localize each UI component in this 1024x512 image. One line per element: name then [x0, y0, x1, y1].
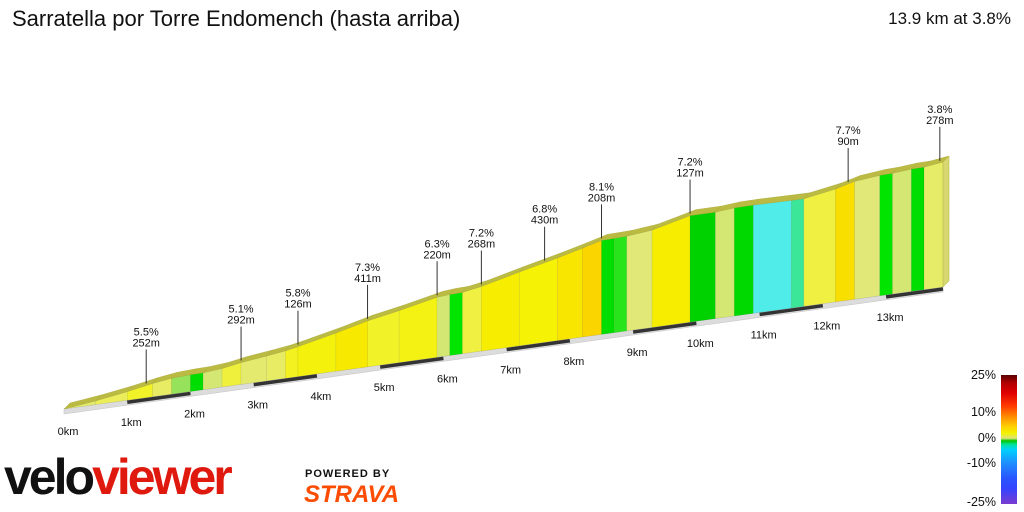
profile-segment: [582, 239, 602, 338]
profile-segment: [911, 166, 925, 292]
profile-segment: [190, 372, 204, 392]
legend-label-minus10: -10%: [966, 456, 996, 470]
profile-segment: [651, 215, 691, 328]
segment-gradient-label: 6.8%: [532, 204, 557, 216]
climb-summary: 13.9 km at 3.8%: [888, 9, 1011, 28]
segment-gradient-label: 8.1%: [589, 181, 614, 193]
distance-tick-label: 4km: [311, 391, 332, 403]
profile-segments-group: [63, 161, 944, 410]
distance-tick-label: 0km: [58, 426, 79, 438]
profile-segment: [626, 229, 653, 332]
gradient-legend-bar: [1001, 375, 1017, 504]
profile-segment: [689, 211, 716, 323]
distance-band: [379, 356, 444, 369]
profile-segment: [790, 198, 805, 309]
distance-tick-label: 6km: [437, 373, 458, 385]
legend-label-max: 25%: [970, 368, 996, 382]
distance-tick-label: 13km: [877, 312, 904, 324]
segment-labels-group: 5.5%252m 5.1%292m 5.8%126m 7.3%411m 6.3%220m…: [132, 104, 954, 384]
page-title: Sarratella por Torre Endomench (hasta ar…: [12, 6, 461, 31]
segment-gradient-label: 5.5%: [134, 327, 159, 339]
distance-tick-label: 3km: [247, 400, 268, 412]
distance-tick-label: 5km: [374, 382, 395, 394]
segment-gradient-label: 5.8%: [285, 288, 310, 300]
profile-segment: [923, 161, 944, 290]
segment-gradient-label: 7.2%: [469, 228, 494, 240]
profile-segment: [285, 346, 299, 379]
segment-gradient-label: 7.7%: [836, 125, 861, 137]
distance-tick-label: 8km: [564, 356, 585, 368]
segment-gradient-label: 7.3%: [355, 262, 380, 274]
profile-segment: [879, 172, 893, 297]
profile-segment: [519, 257, 558, 347]
profile-segment: [613, 235, 628, 333]
segment-length-label: 127m: [676, 168, 704, 180]
strava-logo: STRAVA: [304, 481, 400, 508]
segment-gradient-label: 6.3%: [425, 238, 450, 250]
distance-band: [506, 339, 571, 352]
profile-segment: [734, 204, 754, 317]
distance-tick-label: 1km: [121, 417, 142, 429]
segment-gradient-label: 7.2%: [678, 157, 703, 169]
legend-label-0: 0%: [977, 431, 996, 445]
distance-band: [759, 303, 824, 317]
segment-length-label: 90m: [837, 136, 858, 148]
profile-segment: [436, 294, 450, 358]
segment-length-label: 126m: [284, 299, 312, 311]
profile-segment: [601, 238, 615, 335]
profile-segment: [449, 292, 463, 356]
profile-end-cap: [942, 155, 950, 288]
profile-segment: [462, 286, 482, 354]
profile-segment: [753, 200, 792, 314]
segment-length-label: 208m: [588, 192, 616, 204]
legend-label-10: 10%: [970, 405, 996, 419]
segment-length-label: 411m: [354, 273, 381, 285]
segment-length-label: 278m: [926, 115, 954, 127]
profile-segment: [557, 247, 583, 341]
distance-band: [126, 391, 191, 404]
segment-gradient-label: 3.8%: [927, 104, 952, 116]
distance-tick-label: 9km: [627, 347, 648, 359]
segment-length-label: 430m: [531, 215, 559, 227]
distance-tick-label: 11km: [751, 329, 777, 341]
profile-segment: [803, 188, 836, 307]
segment-length-label: 268m: [468, 239, 496, 251]
profile-segment: [715, 207, 735, 319]
profile-segment: [854, 175, 881, 300]
distance-band: [885, 287, 944, 299]
segment-gradient-label: 5.1%: [229, 304, 254, 316]
segment-length-label: 292m: [227, 315, 255, 327]
segment-length-label: 220m: [423, 249, 451, 261]
distance-tick-label: 12km: [813, 321, 840, 333]
distance-axis-group: 0km 1km 2km 3km 4km 5km 6km 7km 8km 9km 10km 11km 12…: [58, 287, 944, 438]
legend-label-min: -25%: [966, 495, 996, 509]
segment-length-label: 252m: [132, 338, 160, 350]
distance-band: [632, 321, 697, 334]
profile-segment: [835, 181, 855, 303]
distance-tick-label: 2km: [184, 408, 205, 420]
powered-by-label: POWERED BY: [305, 468, 391, 480]
profile-segment: [892, 168, 912, 295]
distance-tick-label: 7km: [500, 365, 521, 377]
distance-tick-label: 10km: [687, 338, 714, 350]
veloviewer-logo: veloviewer: [4, 449, 233, 505]
distance-band: [253, 374, 318, 387]
